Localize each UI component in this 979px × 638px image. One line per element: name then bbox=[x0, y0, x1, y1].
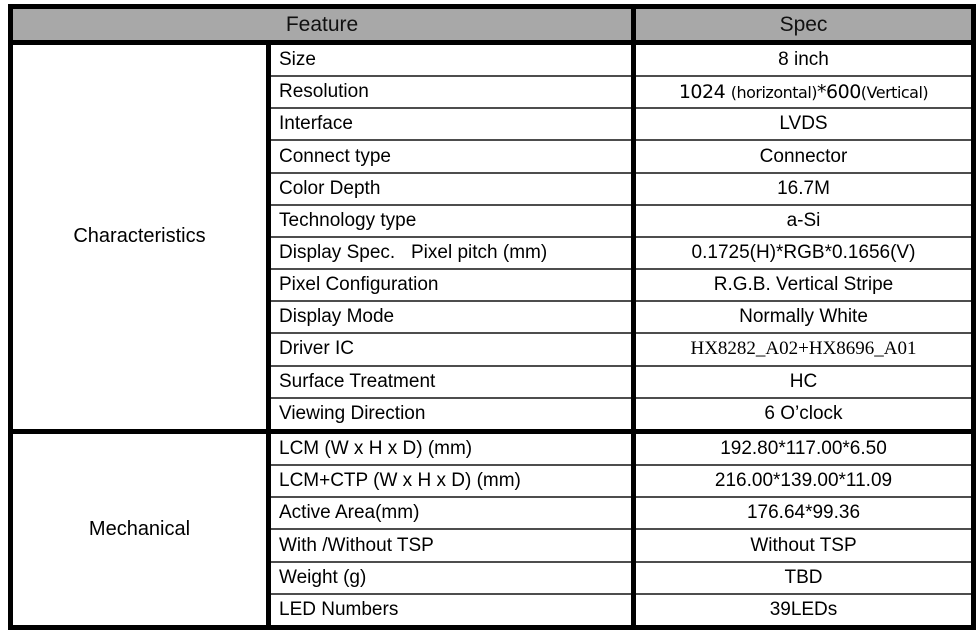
spec-cell-color-depth: 16.7M bbox=[633, 171, 974, 205]
feature-cell-tsp: With /Without TSP bbox=[268, 528, 636, 562]
feature-cell-surface-treatment: Surface Treatment bbox=[268, 364, 636, 398]
spec-cell-driver-ic: HX8282_A02+HX8696_A01 bbox=[633, 332, 974, 366]
section-mechanical: Mechanical LCM (W x H x D) (mm) 192.80*1… bbox=[10, 431, 974, 628]
table-row: Viewing Direction 6 O’clock bbox=[11, 396, 974, 432]
spec-cell-display-mode: Normally White bbox=[633, 300, 974, 334]
spec-cell-pixel-pitch: 0.1725(H)*RGB*0.1656(V) bbox=[633, 235, 974, 270]
feature-cell-resolution: Resolution bbox=[268, 75, 636, 109]
feature-cell-color-depth: Color Depth bbox=[268, 171, 636, 205]
spec-cell-resolution: 1024 (horizontal)*600(Vertical) bbox=[633, 75, 974, 109]
header-cell-spec: Spec bbox=[631, 6, 974, 45]
resolution-vertical-label: (Vertical) bbox=[860, 82, 929, 102]
feature-cell-led-numbers: LED Numbers bbox=[268, 592, 636, 628]
header-cell-feature: Feature bbox=[10, 6, 634, 45]
table-row: Mechanical LCM (W x H x D) (mm) 192.80*1… bbox=[10, 431, 974, 628]
spec-cell-connect-type: Connector bbox=[633, 139, 974, 173]
table-row: Connect type Connector bbox=[11, 139, 974, 173]
spec-cell-tsp: Without TSP bbox=[633, 528, 974, 562]
feature-cell-size: Size bbox=[268, 42, 636, 77]
resolution-horizontal-label: (horizontal) bbox=[730, 82, 818, 102]
feature-cell-interface: Interface bbox=[268, 107, 636, 141]
category-cell-mechanical: Mechanical bbox=[10, 431, 271, 628]
feature-cell-display-mode: Display Mode bbox=[268, 300, 636, 334]
spec-cell-technology-type: a-Si bbox=[633, 203, 974, 237]
feature-cell-connect-type: Connect type bbox=[268, 139, 636, 173]
table-row: Resolution 1024 (horizontal)*600(Vertica… bbox=[11, 75, 974, 109]
table-row: LED Numbers 39LEDs bbox=[11, 592, 974, 628]
feature-cell-pixel-pitch: Display Spec. Pixel pitch (mm) bbox=[268, 235, 636, 270]
section-characteristics: Characteristics Size 8 inch Resolution 1… bbox=[10, 42, 974, 432]
spec-cell-interface: LVDS bbox=[633, 107, 974, 141]
header-row: Feature Spec bbox=[10, 6, 974, 45]
spec-cell-active-area: 176.64*99.36 bbox=[633, 496, 974, 530]
table-row: Display Mode Normally White bbox=[11, 300, 974, 334]
display-spec-table: Feature Spec Characteristics Size 8 inch… bbox=[8, 4, 976, 630]
table-row: With /Without TSP Without TSP bbox=[11, 528, 974, 562]
table-row: Surface Treatment HC bbox=[11, 364, 974, 398]
table-row: Characteristics Size 8 inch bbox=[10, 42, 974, 432]
resolution-vertical-value: *600 bbox=[817, 80, 861, 103]
resolution-horizontal-value: 1024 bbox=[678, 80, 731, 103]
table-row: Active Area(mm) 176.64*99.36 bbox=[11, 496, 974, 530]
spec-cell-surface-treatment: HC bbox=[633, 364, 974, 398]
spec-cell-lcm-ctp-dimensions: 216.00*139.00*11.09 bbox=[633, 464, 974, 498]
feature-cell-viewing-direction: Viewing Direction bbox=[268, 396, 636, 432]
table-row: Color Depth 16.7M bbox=[11, 171, 974, 205]
feature-cell-technology-type: Technology type bbox=[268, 203, 636, 237]
table-row: Interface LVDS bbox=[11, 107, 974, 141]
table-row: Driver IC HX8282_A02+HX8696_A01 bbox=[11, 332, 974, 366]
feature-cell-driver-ic: Driver IC bbox=[268, 332, 636, 366]
spec-cell-size: 8 inch bbox=[633, 42, 974, 77]
spec-cell-lcm-dimensions: 192.80*117.00*6.50 bbox=[633, 431, 974, 466]
table-row: LCM+CTP (W x H x D) (mm) 216.00*139.00*1… bbox=[11, 464, 974, 498]
table-header: Feature Spec bbox=[10, 6, 974, 45]
feature-cell-lcm-dimensions: LCM (W x H x D) (mm) bbox=[268, 431, 636, 466]
category-cell-characteristics: Characteristics bbox=[10, 42, 271, 432]
feature-cell-active-area: Active Area(mm) bbox=[268, 496, 636, 530]
table-row: Weight (g) TBD bbox=[11, 560, 974, 594]
table-row: Display Spec. Pixel pitch (mm) 0.1725(H)… bbox=[11, 235, 974, 270]
table-row: Pixel Configuration R.G.B. Vertical Stri… bbox=[11, 268, 974, 302]
feature-cell-pixel-configuration: Pixel Configuration bbox=[268, 268, 636, 302]
table-row: Technology type a-Si bbox=[11, 203, 974, 237]
spec-cell-led-numbers: 39LEDs bbox=[633, 592, 974, 628]
spec-cell-pixel-configuration: R.G.B. Vertical Stripe bbox=[633, 268, 974, 302]
spec-cell-viewing-direction: 6 O’clock bbox=[633, 396, 974, 432]
spec-cell-weight: TBD bbox=[633, 560, 974, 594]
feature-cell-lcm-ctp-dimensions: LCM+CTP (W x H x D) (mm) bbox=[268, 464, 636, 498]
feature-cell-weight: Weight (g) bbox=[268, 560, 636, 594]
